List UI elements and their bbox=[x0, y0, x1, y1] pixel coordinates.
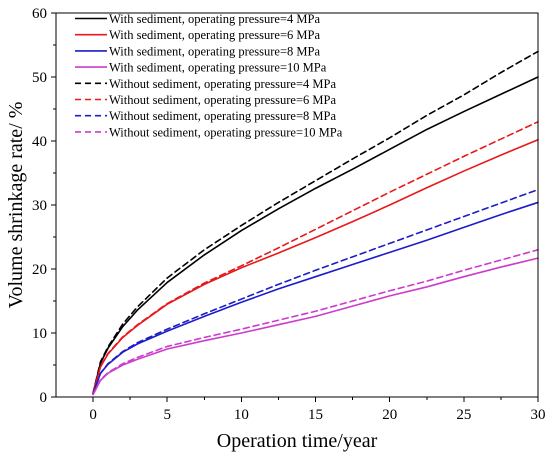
legend-label-1: With sediment, operating pressure=4 MPa bbox=[109, 12, 320, 26]
series-line-7 bbox=[92, 188, 539, 395]
series-line-5 bbox=[92, 50, 539, 394]
y-tick-label: 50 bbox=[32, 70, 47, 86]
legend-label-7: Without sediment, operating pressure=8 M… bbox=[109, 109, 336, 123]
axes: 0 5 10 15 20 25 30 0 10 20 30 40 50 60 bbox=[32, 6, 546, 423]
x-tick-label: 15 bbox=[308, 407, 323, 423]
x-axis-title: Operation time/year bbox=[217, 430, 378, 452]
legend-label-5: Without sediment, operating pressure=4 M… bbox=[109, 77, 336, 91]
x-tick-label: 30 bbox=[531, 407, 546, 423]
series-line-2 bbox=[92, 138, 539, 394]
plot-area bbox=[92, 50, 539, 396]
x-tick-label: 10 bbox=[234, 407, 249, 423]
legend-label-3: With sediment, operating pressure=8 MPa bbox=[109, 44, 320, 58]
x-tick-label: 5 bbox=[163, 407, 171, 423]
y-tick-label: 20 bbox=[32, 262, 47, 278]
legend-label-8: Without sediment, operating pressure=10 … bbox=[109, 125, 343, 139]
series-line-8 bbox=[92, 249, 539, 396]
legend-label-6: Without sediment, operating pressure=6 M… bbox=[109, 93, 336, 107]
y-tick-label: 30 bbox=[32, 198, 47, 214]
y-tick-label: 60 bbox=[32, 6, 47, 22]
legend-label-2: With sediment, operating pressure=6 MPa bbox=[109, 28, 320, 42]
y-axis-title: Volume shrinkage rate/ % bbox=[5, 102, 27, 309]
legend: With sediment, operating pressure=4 MPa W… bbox=[75, 12, 343, 139]
y-tick-label: 10 bbox=[32, 326, 47, 342]
series-line-6 bbox=[92, 121, 539, 394]
x-tick-label: 0 bbox=[89, 407, 97, 423]
x-tick-label: 20 bbox=[382, 407, 397, 423]
series-line-1 bbox=[92, 76, 539, 394]
series-line-4 bbox=[92, 257, 539, 396]
series-line-3 bbox=[92, 201, 539, 395]
y-tick-label: 40 bbox=[32, 134, 47, 150]
legend-label-4: With sediment, operating pressure=10 MPa bbox=[109, 61, 327, 75]
x-tick-label: 25 bbox=[456, 407, 471, 423]
y-tick-label: 0 bbox=[40, 390, 48, 406]
